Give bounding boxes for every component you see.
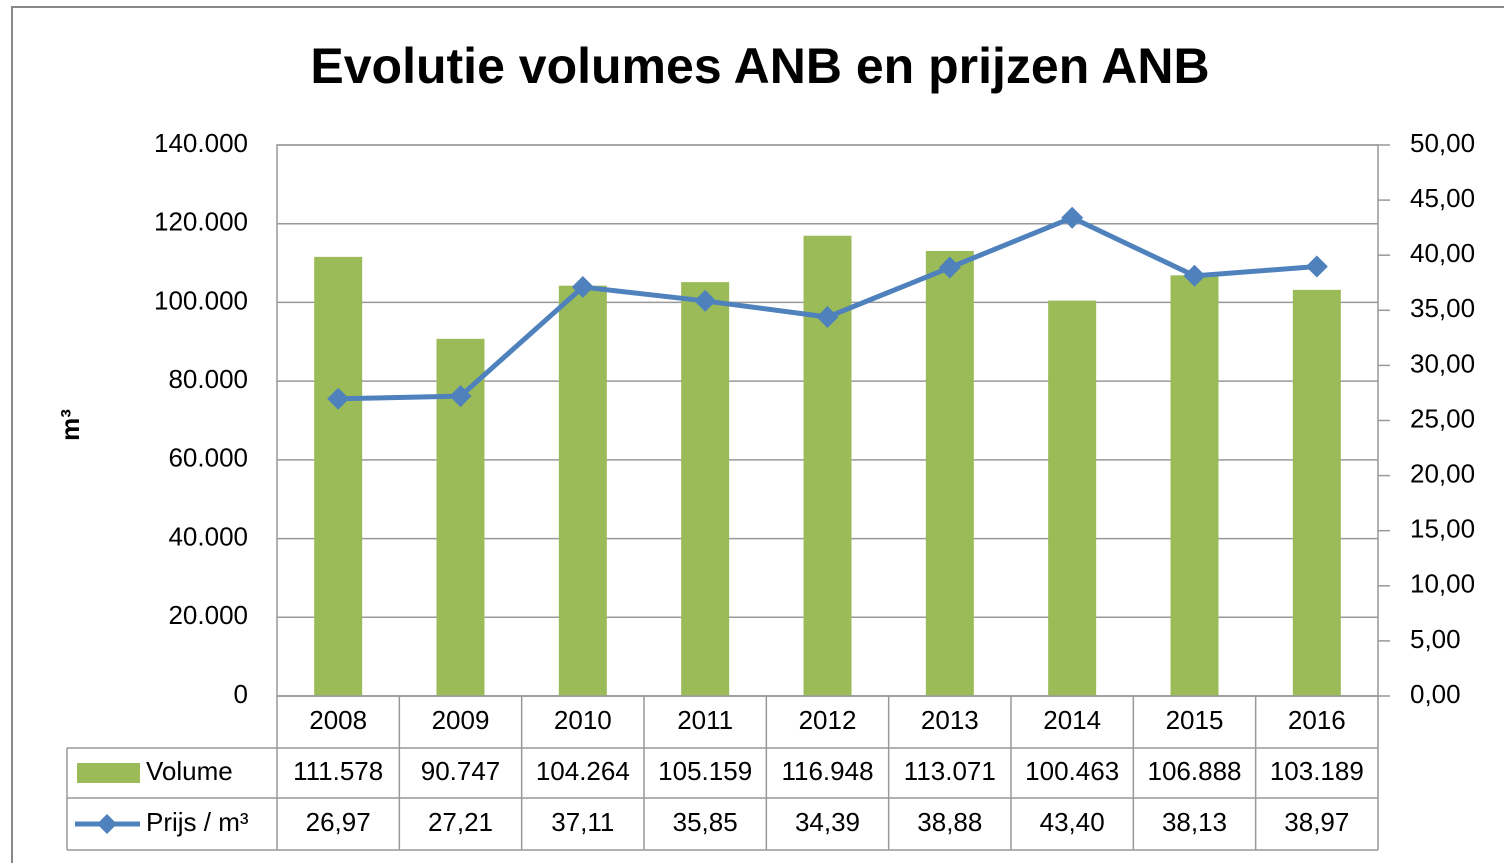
line-marker (938, 256, 961, 279)
y2-tick-label: 45,00 (1410, 183, 1475, 213)
table-value: 27,21 (428, 807, 493, 837)
line-marker (1061, 206, 1084, 229)
y-tick-label: 20.000 (168, 600, 248, 630)
table-value: 26,97 (306, 807, 371, 837)
line-marker (571, 276, 594, 299)
x-tick-label: 2009 (432, 705, 490, 735)
table-value: 38,97 (1284, 807, 1349, 837)
y-tick-label: 60.000 (168, 443, 248, 473)
y2-tick-label: 25,00 (1410, 403, 1475, 433)
x-tick-label: 2014 (1043, 705, 1101, 735)
x-tick-label: 2015 (1166, 705, 1224, 735)
x-tick-label: 2011 (677, 705, 733, 735)
y-tick-label: 100.000 (154, 285, 248, 315)
x-tick-label: 2013 (921, 705, 979, 735)
y-axis-label: m³ (55, 409, 85, 441)
y2-tick-label: 5,00 (1410, 624, 1461, 654)
bar (1170, 275, 1219, 696)
line-marker (327, 387, 350, 410)
bar (1292, 289, 1341, 696)
y-tick-label: 80.000 (168, 364, 248, 394)
y-tick-label: 0 (234, 679, 248, 709)
y2-tick-label: 35,00 (1410, 293, 1475, 323)
table-value: 100.463 (1025, 756, 1119, 786)
bar (925, 250, 974, 696)
y2-tick-label: 15,00 (1410, 514, 1475, 544)
y-tick-label: 140.000 (154, 128, 248, 158)
line-marker (449, 385, 472, 408)
table-value: 38,88 (917, 807, 982, 837)
y2-tick-label: 50,00 (1410, 128, 1475, 158)
chart-title: Evolutie volumes ANB en prijzen ANB (310, 38, 1209, 94)
y2-tick-label: 0,00 (1410, 679, 1461, 709)
table-value: 38,13 (1162, 807, 1227, 837)
bar (681, 282, 730, 696)
table-value: 103.189 (1270, 756, 1364, 786)
y2-tick-label: 20,00 (1410, 458, 1475, 488)
table-value: 106.888 (1148, 756, 1242, 786)
legend-key (97, 814, 117, 834)
y2-tick-label: 40,00 (1410, 238, 1475, 268)
table-value: 43,40 (1040, 807, 1105, 837)
x-tick-label: 2012 (799, 705, 857, 735)
legend-label: Prijs / m³ (146, 807, 249, 837)
x-tick-label: 2016 (1288, 705, 1346, 735)
line-marker (816, 306, 839, 329)
table-value: 90.747 (421, 756, 501, 786)
table-value: 35,85 (673, 807, 738, 837)
table-value: 34,39 (795, 807, 860, 837)
table-value: 116.948 (781, 756, 873, 786)
legend-key (77, 763, 140, 783)
bar (558, 285, 607, 696)
table-value: 111.578 (293, 756, 383, 786)
table-value: 104.264 (536, 756, 630, 786)
bar (314, 256, 363, 696)
line-marker (694, 289, 717, 312)
line-marker (1305, 255, 1328, 278)
legend-label: Volume (146, 756, 233, 786)
bar (803, 235, 852, 697)
x-tick-label: 2010 (554, 705, 612, 735)
y2-tick-label: 30,00 (1410, 348, 1475, 378)
line-marker (1183, 264, 1206, 287)
x-tick-label: 2008 (309, 705, 367, 735)
bar (1048, 300, 1097, 696)
y-tick-label: 120.000 (154, 207, 248, 237)
y2-tick-label: 10,00 (1410, 569, 1475, 599)
y-tick-label: 40.000 (168, 521, 248, 551)
table-value: 113.071 (904, 756, 996, 786)
table-value: 105.159 (658, 756, 752, 786)
table-value: 37,11 (551, 807, 614, 837)
